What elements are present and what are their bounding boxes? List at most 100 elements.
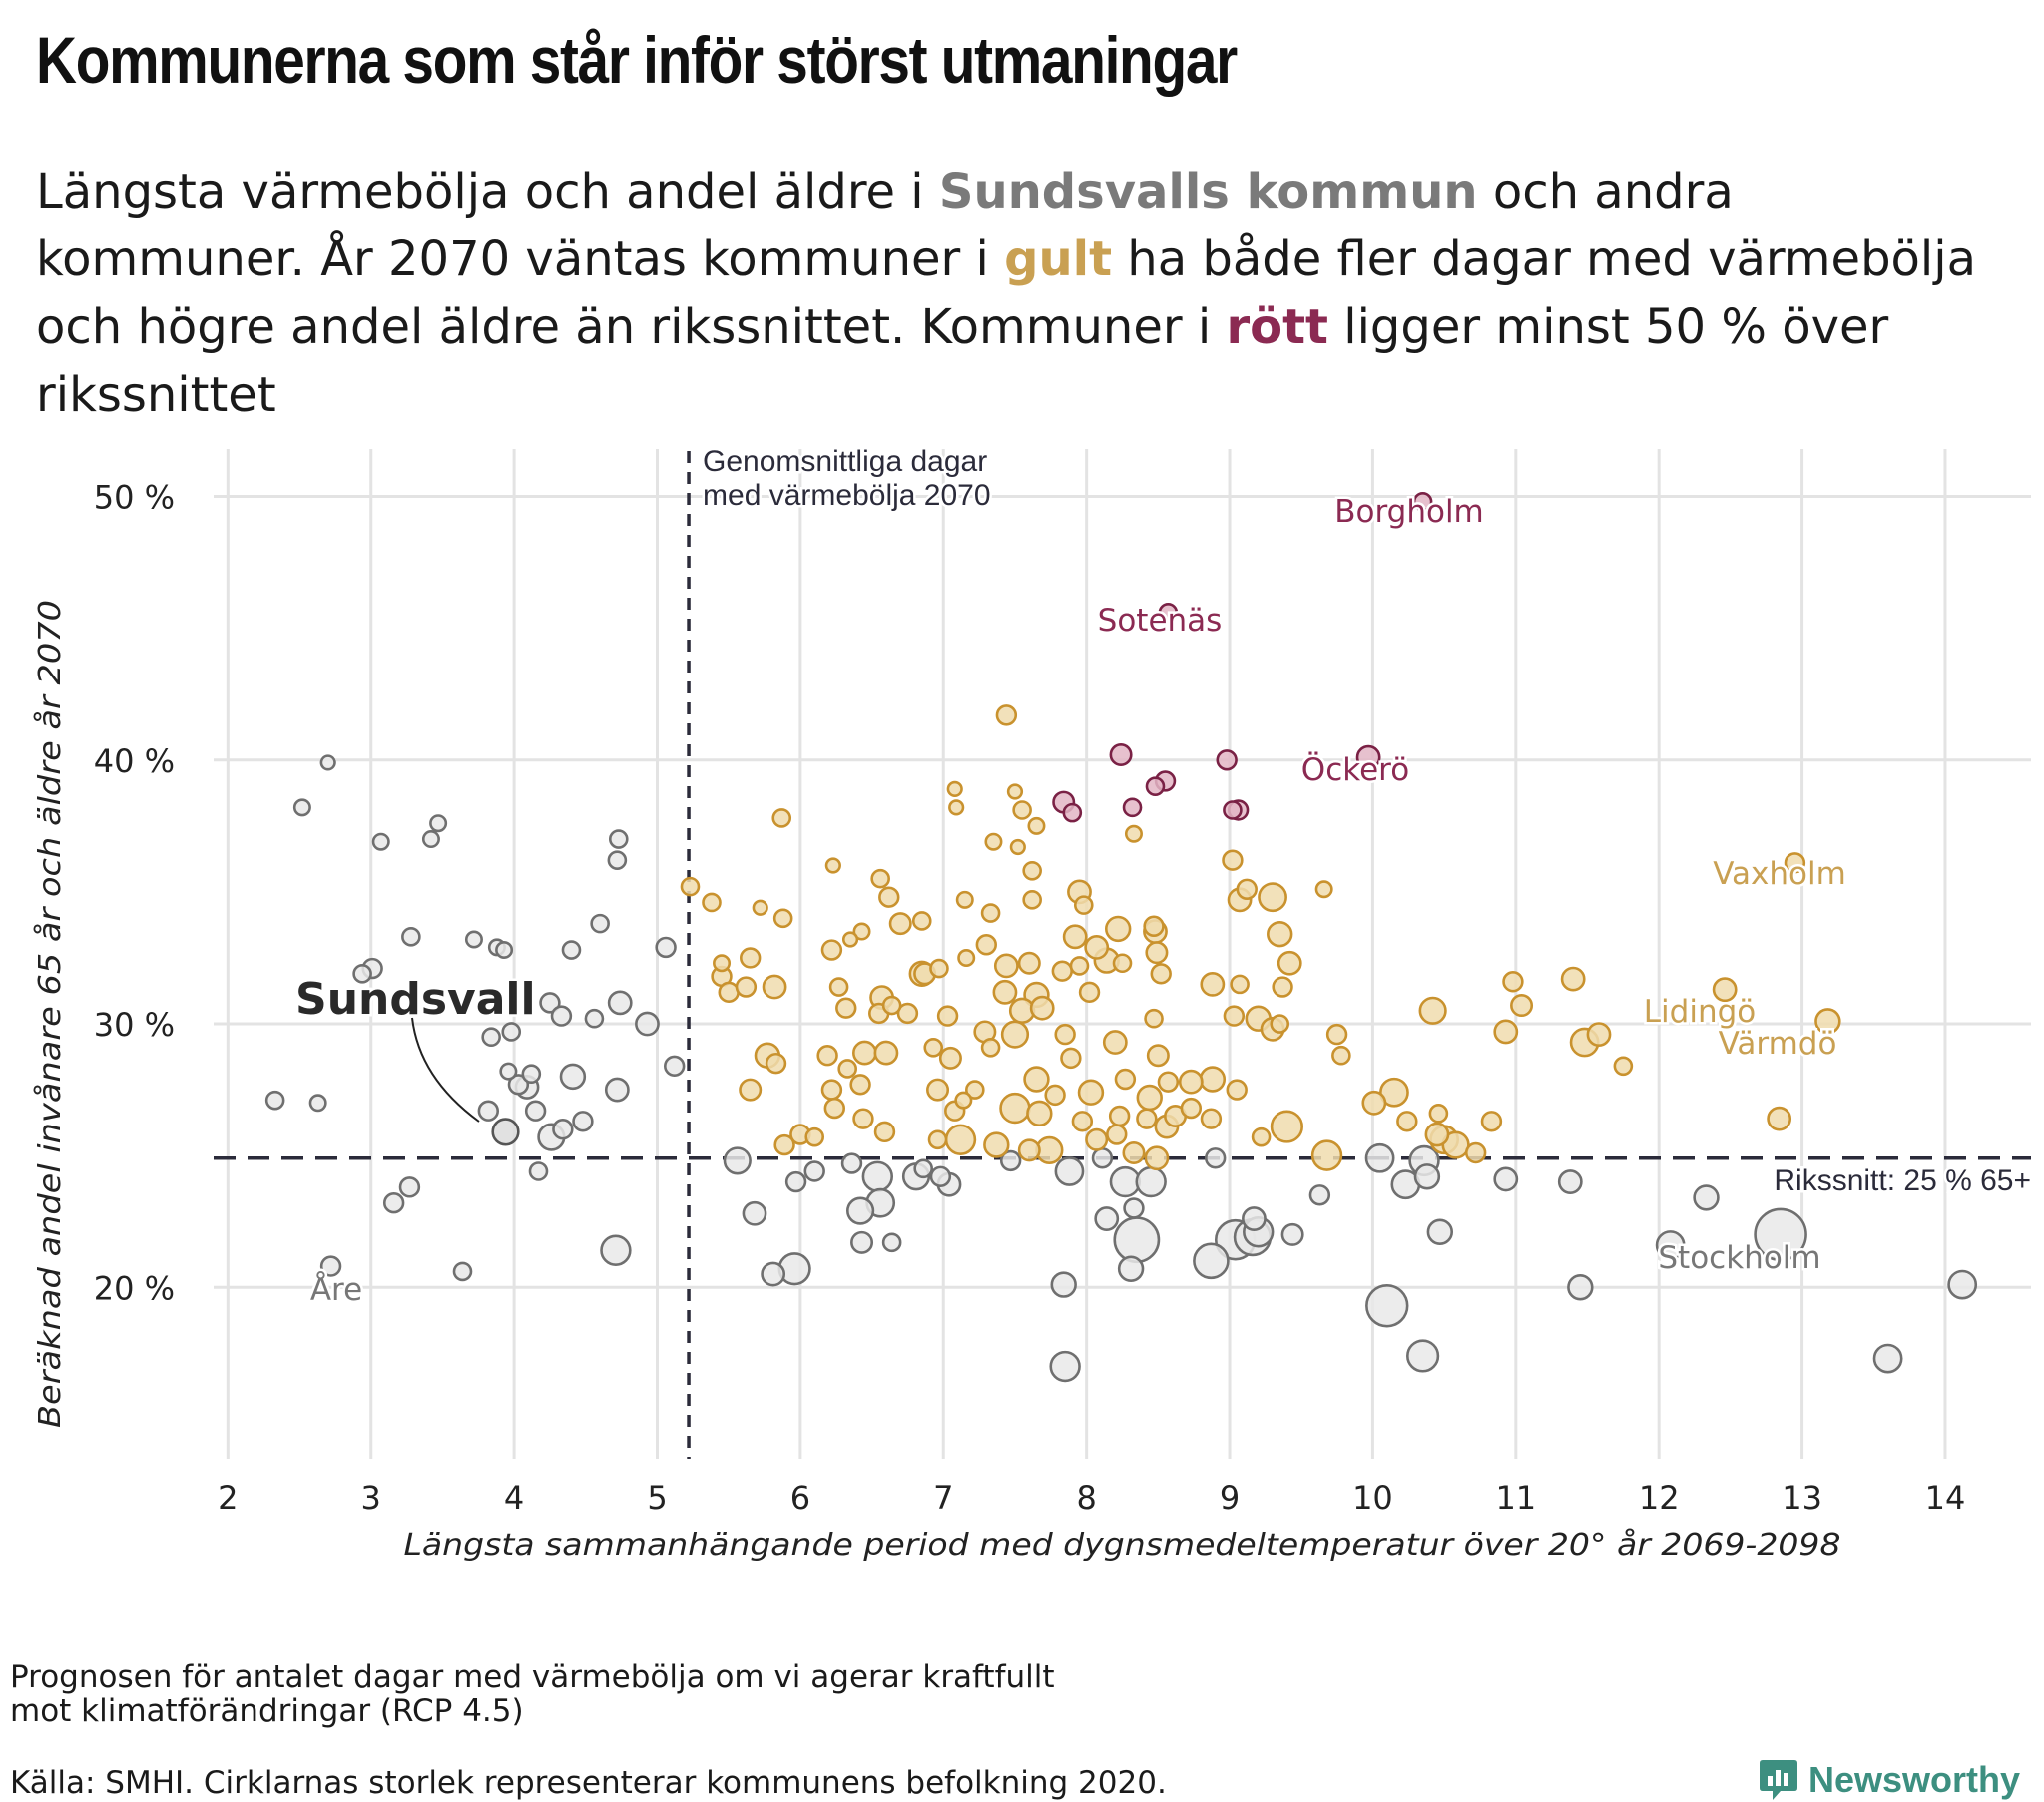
data-point-gold [1325,1023,1348,1046]
data-point-red [1412,492,1433,512]
data-point-grey [264,1090,285,1111]
data-point-gold [1267,920,1293,948]
data-point-gold [1084,934,1110,960]
data-point-gold [1144,1008,1164,1029]
data-point-gold [1493,1019,1519,1045]
data-point-gold [1022,890,1042,910]
data-point-grey [1094,1206,1120,1231]
data-point-grey [1280,1222,1304,1246]
data-point-grey [371,832,390,851]
data-point-gold [1502,971,1524,993]
data-point-grey [840,1152,863,1174]
sundsvall-connector [411,1017,480,1123]
data-point-gold [1009,838,1026,856]
data-point-gold [878,886,900,908]
data-point-grey [1091,1147,1114,1169]
data-point-grey [635,1011,660,1037]
average-days-label: Genomsnittliga dagar med värmebölja 2070 [703,445,991,512]
sundsvall-point [491,1118,520,1146]
data-point-grey [881,1232,902,1253]
data-point-gold [1510,994,1534,1018]
data-point-grey [590,913,610,934]
data-point-grey [1049,1350,1081,1383]
reference-lines: Genomsnittliga dagar med värmebölja 2070 R… [214,443,2034,1459]
data-point-gold [1078,981,1101,1004]
x-tick-label: 13 [1782,1479,1822,1517]
data-point-grey [292,798,311,817]
data-point-gold [873,1121,896,1143]
x-tick-label: 4 [504,1479,524,1517]
data-point-grey [572,1111,594,1132]
data-point-grey [501,1022,522,1042]
data-point-gold [936,1005,959,1027]
data-point-gold [820,1079,843,1101]
scatter-chart: Genomsnittliga dagar med värmebölja 2070 R… [33,443,2034,1564]
data-point-grey [319,754,336,771]
data-point-gold [896,1002,919,1025]
data-point-gold [1199,1066,1227,1093]
data-point-gold [1277,950,1302,976]
data-point-gold [1310,1139,1343,1171]
data-point-gold [1085,1127,1109,1151]
data-point-grey [539,992,561,1014]
data-point-gold [852,922,871,941]
data-point-grey [1655,1230,1686,1260]
data-point-gold [957,948,976,967]
data-point-gold [1226,1079,1248,1101]
data-point-grey [1365,1284,1409,1328]
data-point-gold [995,704,1018,726]
y-tick-label: 20 % [94,1269,175,1307]
data-point-gold [1145,941,1169,965]
data-point-gold [948,799,965,816]
average-days-label-line: Genomsnittliga dagar [703,445,987,478]
data-point-grey [559,1063,587,1091]
x-tick-label: 8 [1076,1479,1096,1517]
data-point-gold [1073,895,1094,915]
data-point-gold [888,912,912,936]
data-point-gold [1000,1020,1030,1049]
data-point-gold [944,1124,977,1155]
data-point-gold [1272,976,1293,998]
data-point-gold [702,892,722,913]
data-point-gold [1143,915,1165,937]
data-point-gold [1150,963,1172,985]
data-point-gold [762,974,787,1000]
data-point-gold [1026,1100,1053,1127]
data-point-grey [929,1165,952,1187]
data-point-gold [999,1092,1031,1125]
data-point-gold [1124,824,1143,843]
data-point-gold [1396,1111,1418,1132]
x-tick-label: 3 [361,1479,381,1517]
data-point-gold [1023,1066,1050,1093]
data-point-gold [680,876,701,897]
data-point-gold [1136,1108,1158,1129]
data-point-grey [584,1008,605,1029]
data-point-grey [561,940,582,960]
data-point-grey [524,1100,547,1122]
data-point-gold [828,977,849,997]
method-note-line: mot klimatförändringar (RCP 4.5) [10,1693,524,1729]
data-point-gold [1144,1145,1170,1171]
point-labels: Sundsvall Borgholm Sotenäs Öckerö Vaxholm Lid… [293,492,1849,1311]
data-point-gold [1178,1069,1204,1095]
data-point-gold [1480,1111,1503,1132]
data-point-grey [1123,1197,1145,1219]
data-point-grey [1193,1242,1230,1280]
data-point-gold [1108,1105,1131,1127]
data-point-grey [1054,1156,1085,1186]
data-point-gold [1071,1111,1094,1132]
data-point-gold [765,1052,787,1075]
data-point-gold [1200,1108,1223,1129]
data-point-gold [1236,878,1258,900]
data-point-gold [1102,1030,1128,1055]
data-point-grey [481,1027,501,1048]
data-point-gold [1044,1084,1066,1107]
data-point-grey [664,1055,686,1077]
data-point-gold [1418,996,1447,1025]
point-label: Sotenäs [1098,603,1223,639]
data-point-gold [1006,783,1024,800]
subtitle-text: ha både fler dagar med värmebölja och hö… [36,231,1976,355]
data-point-red [1062,802,1083,823]
data-point-grey [521,1064,542,1085]
data-point-grey [308,1094,327,1113]
